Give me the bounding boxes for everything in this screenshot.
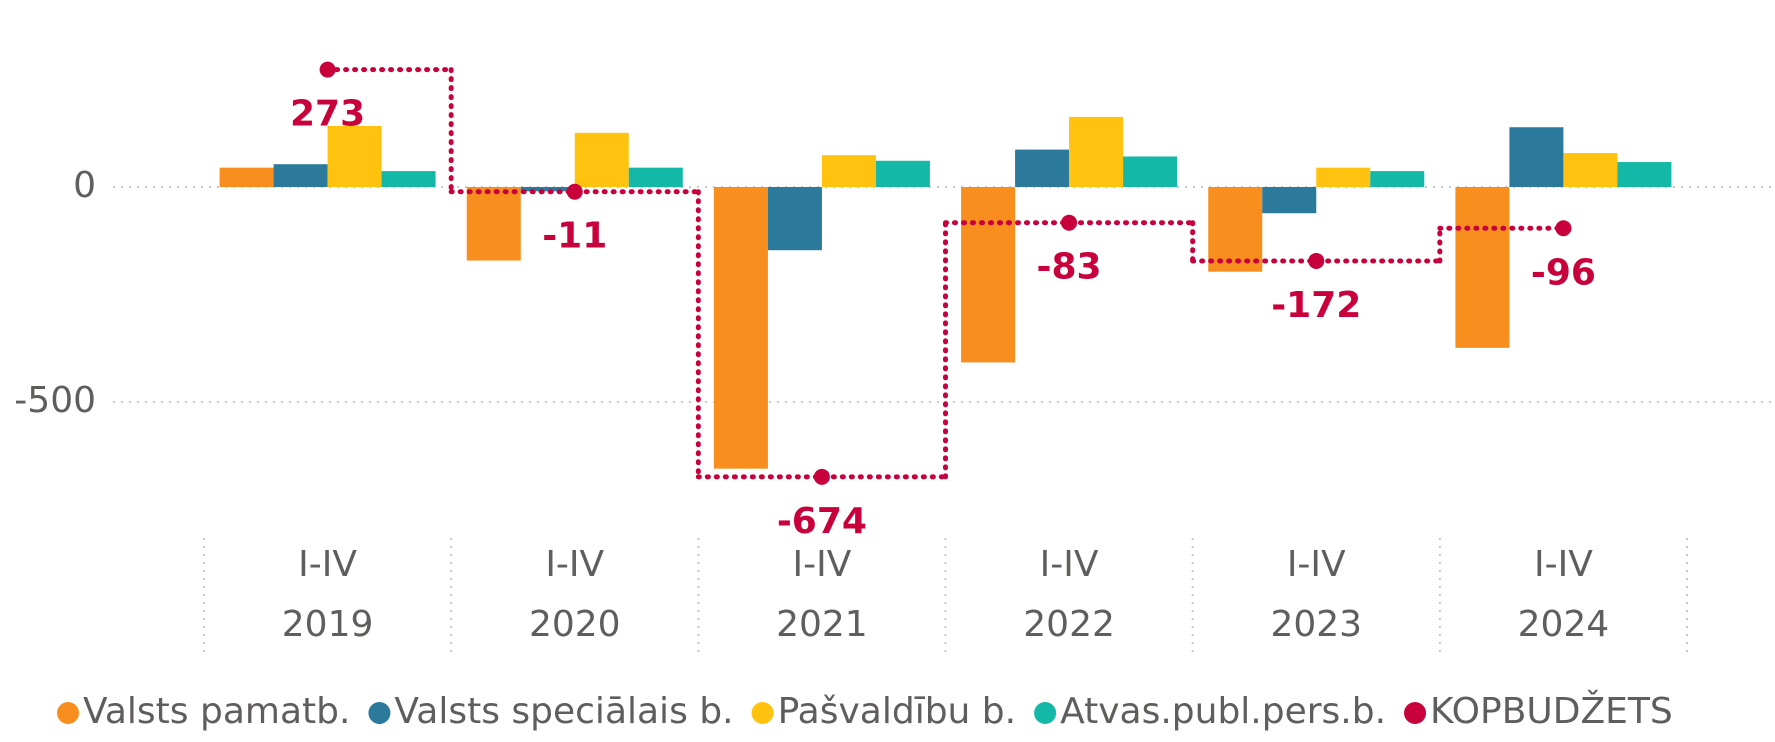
legend-marker: [751, 702, 774, 724]
point: [813, 468, 830, 485]
bar: [520, 187, 575, 192]
bar: [713, 187, 768, 469]
bar: [381, 171, 436, 187]
bar: [1455, 187, 1510, 348]
y-tick-label: -500: [14, 380, 96, 421]
bar: [1123, 156, 1178, 187]
y-tick-label: 0: [73, 165, 96, 206]
x-tick-label: 2019: [282, 604, 374, 645]
bar: [1262, 187, 1317, 214]
bar: [628, 167, 683, 187]
point: [1308, 252, 1325, 269]
x-tick-label: I-IV: [1040, 544, 1099, 585]
legend-label: Valsts speciālais b.: [394, 691, 733, 732]
legend-marker: [57, 702, 79, 724]
bar: [1069, 116, 1124, 187]
bar: [1370, 171, 1425, 187]
data-label: -11: [542, 216, 607, 257]
bar: [767, 187, 822, 251]
bar: [327, 125, 382, 187]
data-label: -172: [1271, 285, 1361, 326]
bar: [466, 187, 521, 261]
x-tick-label: 2022: [1023, 604, 1115, 645]
x-tick-label: I-IV: [792, 544, 851, 585]
x-tick-label: 2021: [776, 604, 868, 645]
bar: [821, 155, 876, 187]
bar: [219, 167, 274, 187]
point: [1061, 214, 1078, 231]
data-label: -674: [777, 501, 867, 542]
bar: [875, 160, 930, 187]
data-label: -96: [1531, 252, 1596, 293]
legend-marker: [368, 702, 391, 724]
legend-label: Pašvaldību b.: [778, 691, 1017, 732]
x-tick-label: 2024: [1518, 604, 1610, 645]
data-label: -83: [1037, 247, 1102, 288]
legend-label: Atvas.publ.pers.b.: [1060, 691, 1386, 732]
point: [1555, 220, 1572, 237]
bar: [1509, 127, 1564, 187]
bar: [574, 132, 629, 187]
bar: [1208, 187, 1263, 272]
bar: [273, 164, 328, 187]
legend-label: KOPBUDŽETS: [1430, 690, 1673, 732]
x-tick-label: I-IV: [1287, 544, 1346, 585]
bar: [1617, 162, 1672, 187]
bar: [1563, 153, 1618, 187]
legend-marker: [1034, 702, 1057, 724]
x-tick-label: 2020: [529, 604, 621, 645]
x-tick-label: I-IV: [1534, 544, 1593, 585]
point: [566, 183, 583, 200]
data-label: 273: [290, 94, 365, 135]
x-tick-label: I-IV: [298, 544, 357, 585]
bar: [961, 187, 1016, 363]
point: [319, 61, 336, 78]
bar: [1015, 149, 1070, 187]
legend-label: Valsts pamatb.: [83, 691, 350, 732]
x-tick-label: 2023: [1270, 604, 1362, 645]
x-tick-label: I-IV: [545, 544, 604, 585]
bar: [1316, 167, 1371, 187]
legend-marker: [1404, 702, 1427, 724]
